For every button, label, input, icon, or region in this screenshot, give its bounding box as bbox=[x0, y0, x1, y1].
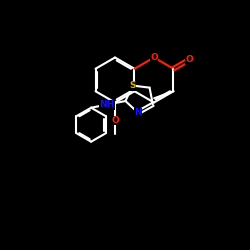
Text: S: S bbox=[130, 81, 136, 90]
Text: O: O bbox=[111, 116, 119, 125]
Text: NH: NH bbox=[100, 100, 115, 109]
Text: O: O bbox=[185, 55, 193, 64]
Text: N: N bbox=[134, 108, 142, 117]
Text: O: O bbox=[150, 53, 158, 62]
